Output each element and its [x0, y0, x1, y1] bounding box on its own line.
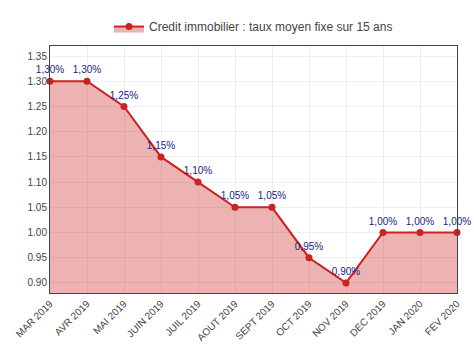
svg-text:1,00%: 1,00%: [406, 216, 434, 227]
svg-text:1,25%: 1,25%: [110, 90, 138, 101]
svg-text:JUIN 2019: JUIN 2019: [125, 298, 166, 339]
svg-text:AOUT 2019: AOUT 2019: [195, 298, 240, 343]
svg-text:1,00%: 1,00%: [443, 216, 471, 227]
svg-text:1.20: 1.20: [28, 126, 48, 137]
svg-text:1.35: 1.35: [28, 51, 48, 62]
svg-text:0,95%: 0,95%: [295, 241, 323, 252]
svg-text:AVR 2019: AVR 2019: [52, 298, 92, 338]
svg-text:0,90%: 0,90%: [332, 266, 360, 277]
svg-text:1,05%: 1,05%: [221, 190, 249, 201]
svg-text:OCT 2019: OCT 2019: [274, 298, 315, 339]
svg-text:MAI 2019: MAI 2019: [91, 298, 129, 336]
svg-text:1,15%: 1,15%: [147, 140, 175, 151]
svg-text:1.15: 1.15: [28, 151, 48, 162]
svg-text:1.00: 1.00: [28, 227, 48, 238]
svg-text:DEC 2019: DEC 2019: [348, 298, 389, 339]
svg-text:1,00%: 1,00%: [369, 216, 397, 227]
svg-text:1,30%: 1,30%: [36, 64, 64, 75]
svg-text:1,10%: 1,10%: [184, 165, 212, 176]
svg-text:1.10: 1.10: [28, 177, 48, 188]
svg-text:Credit immobilier : taux moyen: Credit immobilier : taux moyen fixe sur …: [149, 20, 392, 34]
svg-text:JAN 2020: JAN 2020: [386, 298, 425, 337]
svg-text:1.25: 1.25: [28, 101, 48, 112]
svg-text:FEV 2020: FEV 2020: [423, 298, 463, 338]
svg-text:0.95: 0.95: [28, 252, 48, 263]
svg-text:SEPT 2019: SEPT 2019: [233, 298, 277, 342]
svg-text:1.30: 1.30: [28, 76, 48, 87]
svg-text:1,05%: 1,05%: [258, 190, 286, 201]
svg-text:NOV 2019: NOV 2019: [310, 298, 351, 339]
svg-text:1,30%: 1,30%: [73, 64, 101, 75]
svg-text:JUIL 2019: JUIL 2019: [163, 298, 203, 338]
svg-text:1.05: 1.05: [28, 202, 48, 213]
svg-text:0.90: 0.90: [28, 277, 48, 288]
svg-text:MAR 2019: MAR 2019: [14, 298, 55, 339]
